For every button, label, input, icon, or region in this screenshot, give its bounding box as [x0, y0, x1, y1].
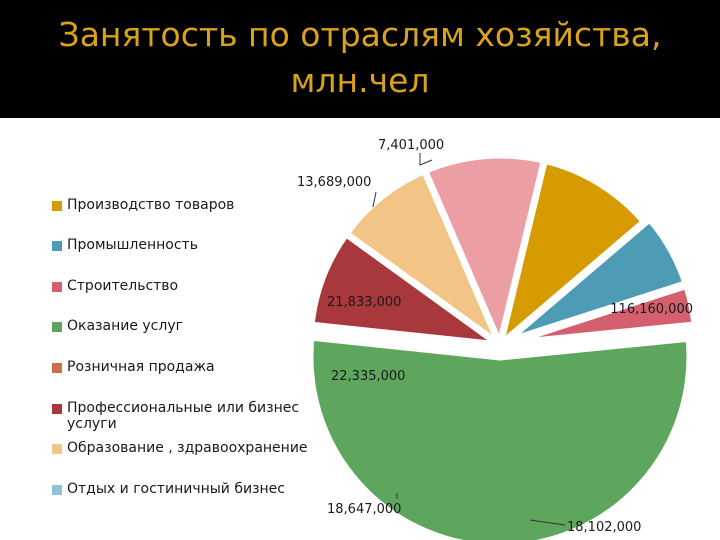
legend-label: Профессиональные или бизнес услуги	[67, 400, 300, 432]
data-label: 13,689,000	[297, 175, 371, 190]
leader-line	[529, 519, 566, 526]
legend-label: Производство товаров	[67, 197, 235, 213]
legend-swatch	[52, 485, 62, 495]
legend-swatch	[52, 201, 62, 211]
leader-line	[372, 191, 377, 208]
chart-title-line-2: млн.чел	[290, 61, 430, 100]
legend-label: Розничная продажа	[67, 359, 215, 375]
pie-slice	[502, 281, 699, 348]
legend-swatch	[52, 363, 62, 373]
data-label: 21,833,000	[327, 295, 401, 310]
chart-title: Занятость по отраслям хозяйства, млн.чел	[0, 12, 720, 104]
legend-label: Строительство	[67, 278, 179, 294]
leader-line	[419, 153, 433, 166]
pie-slice	[421, 151, 548, 349]
data-label: 116,160,000	[610, 302, 693, 317]
legend-label: Отдых и гостиничный бизнес	[67, 481, 285, 497]
legend-swatch	[52, 444, 62, 454]
legend-swatch	[52, 241, 62, 251]
legend-swatch	[52, 282, 62, 292]
title-bar	[0, 0, 720, 118]
chart-title-line-1: Занятость по отраслям хозяйства,	[58, 15, 662, 54]
data-label: 18,102,000	[567, 520, 641, 535]
legend-label: Образование , здравоохранение	[67, 440, 308, 456]
legend-label: Промышленность	[67, 237, 198, 253]
data-label: 22,335,000	[331, 369, 405, 384]
legend-swatch	[52, 322, 62, 332]
legend-swatch	[52, 404, 62, 414]
pie-slice	[306, 333, 694, 540]
data-label: 7,401,000	[378, 138, 444, 153]
data-label: 18,647,000	[327, 502, 401, 517]
legend-label: Оказание услуг	[67, 318, 183, 334]
